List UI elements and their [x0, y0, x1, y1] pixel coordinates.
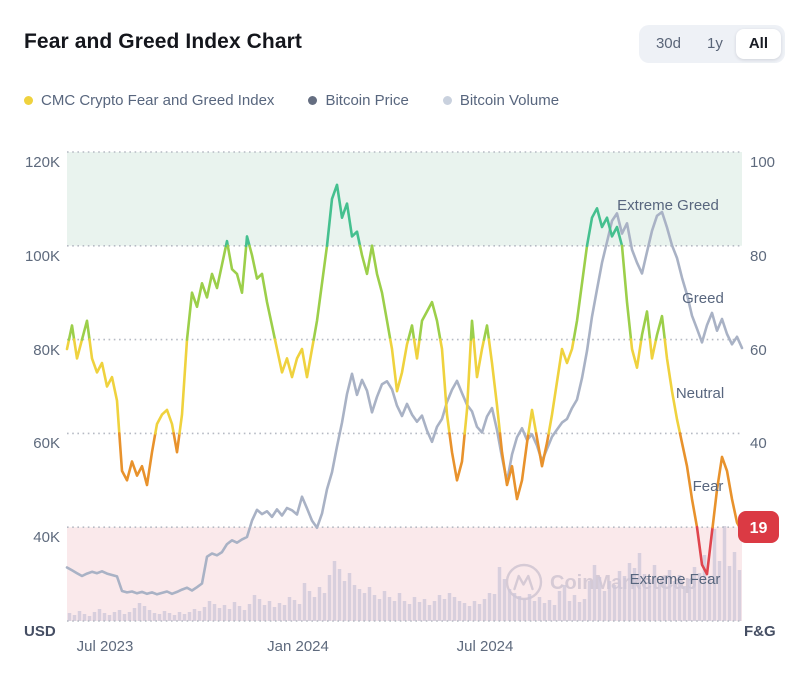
legend-item-fear-greed[interactable]: CMC Crypto Fear and Greed Index — [24, 92, 274, 109]
x-tick-jul-2023: Jul 2023 — [77, 638, 134, 655]
current-value: 19 — [750, 520, 768, 537]
fear-greed-line — [65, 183, 744, 576]
range-switcher: 30d 1y All — [638, 25, 785, 63]
zone-bands — [67, 152, 742, 621]
range-button-1y[interactable]: 1y — [694, 29, 736, 59]
left-tick-80k: 80K — [33, 342, 60, 359]
legend-item-bitcoin-volume[interactable]: Bitcoin Volume — [442, 92, 560, 109]
zone-label-extreme-greed: Extreme Greed — [617, 197, 719, 214]
right-tick-100: 100 — [750, 154, 775, 171]
page-title: Fear and Greed Index Chart — [24, 30, 303, 53]
range-button-all[interactable]: All — [735, 29, 781, 59]
left-tick-100k: 100K — [25, 248, 60, 265]
bitcoin-price-line — [65, 210, 744, 596]
volume-bars — [67, 526, 742, 621]
right-tick-80: 80 — [750, 248, 767, 265]
left-axis-unit: USD — [24, 623, 56, 640]
right-tick-40: 40 — [750, 435, 767, 452]
right-axis-unit: F&G — [744, 623, 776, 640]
bitcoin-price-dot-icon — [308, 96, 318, 105]
zone-label-neutral: Neutral — [676, 385, 724, 402]
right-tick-60: 60 — [750, 342, 767, 359]
current-value-badge: 19 — [738, 511, 779, 543]
coinmarketcap-logo-m — [513, 574, 534, 591]
bitcoin-volume-dot-icon — [442, 96, 452, 105]
legend-label: Bitcoin Volume — [459, 92, 560, 109]
legend-label: CMC Crypto Fear and Greed Index — [41, 92, 275, 109]
x-tick-jan-2024: Jan 2024 — [267, 638, 329, 655]
left-tick-120k: 120K — [25, 154, 60, 171]
legend-label: Bitcoin Price — [325, 92, 409, 109]
left-tick-40k: 40K — [33, 529, 60, 546]
zone-label-greed: Greed — [682, 290, 724, 307]
left-axis: 120K 100K 80K 60K 40K USD — [24, 154, 60, 640]
fear-greed-dot-icon — [24, 96, 33, 105]
x-axis: Jul 2023 Jan 2024 Jul 2024 — [77, 638, 514, 655]
zone-labels: Extreme Greed Greed Neutral Fear Extreme… — [617, 197, 724, 588]
zone-label-extreme-fear: Extreme Fear — [630, 571, 721, 588]
left-tick-60k: 60K — [33, 435, 60, 452]
range-button-30d[interactable]: 30d — [643, 29, 694, 59]
chart-legend: CMC Crypto Fear and Greed Index Bitcoin … — [24, 92, 559, 109]
x-tick-jul-2024: Jul 2024 — [457, 638, 514, 655]
legend-item-bitcoin-price[interactable]: Bitcoin Price — [308, 92, 409, 109]
right-axis: 100 80 60 40 F&G — [744, 154, 776, 640]
gridlines — [67, 151, 742, 622]
zone-label-fear: Fear — [693, 478, 724, 495]
